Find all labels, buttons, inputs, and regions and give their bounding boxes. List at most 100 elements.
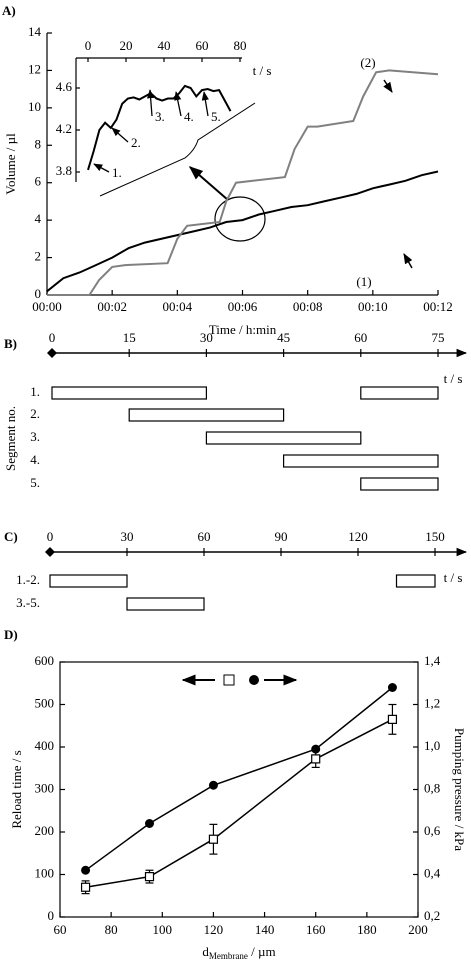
inset-annotation-arrow <box>111 127 129 143</box>
x-tick-label: 45 <box>277 330 290 345</box>
x-tick-label: 00:06 <box>228 299 258 314</box>
x-tick-label: 30 <box>121 529 134 544</box>
x-tick-label: 30 <box>200 330 213 345</box>
x-tick-label: 60 <box>198 529 211 544</box>
plot-frame <box>59 661 419 918</box>
highlight-circle <box>214 196 266 242</box>
segment-bar <box>395 574 436 588</box>
y-tick-label: 0 <box>35 286 42 301</box>
y-tick-label: 400 <box>35 738 55 753</box>
x-tick-label: 150 <box>425 529 445 544</box>
zoom-bracket <box>99 102 256 197</box>
x-tick-label: 140 <box>255 922 275 937</box>
series-line <box>85 718 393 889</box>
x-tick-label: 00:02 <box>97 299 127 314</box>
y2-axis-label: Pumping pressure / kPa <box>452 728 467 851</box>
y-axis-label: Segment no. <box>3 406 18 471</box>
y-tick-label: 10 <box>28 99 41 114</box>
x-tick-label: 120 <box>348 529 368 544</box>
panel-label: A) <box>2 3 16 18</box>
row-label: 3. <box>30 429 40 444</box>
point <box>208 834 219 844</box>
x-axis-label: t / s <box>444 371 463 386</box>
x-tick-label: 90 <box>275 529 288 544</box>
x-tick-label: 160 <box>306 922 326 937</box>
x-tick-label: 00:12 <box>423 299 453 314</box>
row-label: 3.-5. <box>16 595 40 610</box>
panel-label: B) <box>4 336 17 351</box>
inset-x-axis-label: t / s <box>253 63 272 78</box>
y-tick-label: 600 <box>35 653 55 668</box>
x-label-symbol: d <box>202 944 209 959</box>
y-tick-label: 6 <box>35 174 42 189</box>
x-tick-label: 0 <box>47 529 54 544</box>
point <box>387 714 398 724</box>
inset-x-tick-label: 80 <box>234 38 247 53</box>
x-tick-label: 0 <box>49 330 56 345</box>
x-label-unit: / µm <box>248 944 276 959</box>
inset-x-tick-label: 40 <box>158 38 171 53</box>
annotation-arrow <box>403 253 413 269</box>
inset-annotation-arrow <box>174 91 182 117</box>
y-tick-label: 12 <box>28 61 41 76</box>
y-tick-label: 300 <box>35 780 55 795</box>
inset-annotation: 2. <box>131 135 141 150</box>
inset-x-tick-label: 20 <box>120 38 133 53</box>
row-label: 1.-2. <box>16 572 40 587</box>
x-label-subscript: Membrane <box>209 951 248 961</box>
y2-tick-label: 0,6 <box>424 823 441 838</box>
segment-bar <box>49 574 128 588</box>
inset-x-tick-label: 0 <box>85 38 92 53</box>
zoom-arrow <box>188 166 229 201</box>
y2-tick-label: 0,4 <box>424 865 441 880</box>
x-tick-label: 15 <box>123 330 136 345</box>
row-label: 5. <box>30 475 40 490</box>
annotation-arrow <box>383 79 393 93</box>
inset-line <box>87 84 232 171</box>
segment-bar <box>51 386 207 400</box>
point <box>208 780 218 790</box>
inset-annotation-arrow <box>93 163 110 173</box>
inset-annotation: 1. <box>112 165 122 180</box>
point <box>311 754 321 764</box>
x-tick-label: 00:10 <box>358 299 388 314</box>
series-annotation: (1) <box>356 274 371 289</box>
inset-annotation-arrow <box>201 91 209 117</box>
point <box>81 865 91 875</box>
row-label: 4. <box>30 452 40 467</box>
x-tick-label: 00:08 <box>293 299 323 314</box>
legend-circle <box>249 675 259 685</box>
y-tick-label: 4 <box>35 211 42 226</box>
y-tick-label: 200 <box>35 823 55 838</box>
x-axis-label: dMembrane / µm <box>202 944 275 961</box>
point <box>145 819 154 828</box>
y2-tick-label: 1,0 <box>424 738 440 753</box>
panel-label: C) <box>4 529 18 544</box>
x-tick-label: 60 <box>54 922 67 937</box>
x-tick-label: 200 <box>408 922 428 937</box>
inset-annotation: 3. <box>155 109 165 124</box>
data-line <box>47 69 439 296</box>
x-axis-label: t / s <box>444 570 463 585</box>
inset-annotation: 5. <box>211 109 221 124</box>
data-line <box>46 170 439 293</box>
x-tick-label: 180 <box>357 922 377 937</box>
segment-bar <box>128 408 285 422</box>
x-tick-label: 75 <box>432 330 445 345</box>
inset-y-tick-label: 4.2 <box>56 121 72 136</box>
inset-annotation: 4. <box>184 109 194 124</box>
y-tick-label: 2 <box>35 249 42 264</box>
y2-tick-label: 0,8 <box>424 780 440 795</box>
point <box>387 683 397 692</box>
x-tick-label: 100 <box>153 922 173 937</box>
segment-bar <box>360 386 439 400</box>
y-tick-label: 8 <box>35 136 42 151</box>
y-tick-label: 14 <box>28 24 42 39</box>
y2-tick-label: 1,4 <box>424 653 441 668</box>
y-axis-label: Volume / µl <box>3 133 18 195</box>
inset-annotation-arrow <box>146 89 155 117</box>
y2-tick-label: 1,2 <box>424 695 440 710</box>
segment-bar <box>360 477 439 491</box>
legend-square <box>223 674 235 686</box>
x-tick-label: 00:00 <box>32 299 62 314</box>
